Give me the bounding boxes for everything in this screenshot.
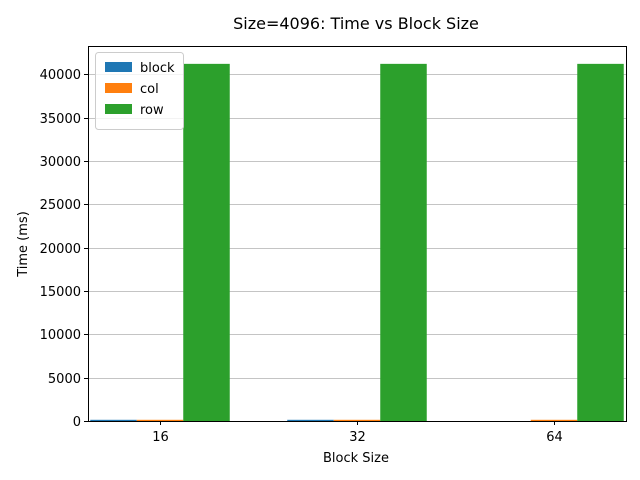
bar-block-16 [90,419,137,421]
bar-block-32 [287,419,334,421]
y-tick-label: 0 [73,415,81,430]
y-tick-label: 20000 [40,242,81,257]
legend-label-row: row [140,103,164,118]
bar-row-16 [183,63,230,421]
y-tick-label: 25000 [40,198,81,213]
legend-label-col: col [140,82,159,97]
bar-row-32 [380,63,427,421]
y-tick-label: 10000 [40,328,81,343]
y-tick-label: 15000 [40,285,81,300]
bars [90,63,624,421]
y-tick-label: 35000 [40,112,81,127]
bar-col-16 [136,419,184,421]
x-tick-label: 16 [152,430,169,445]
legend-label-block: block [140,61,175,76]
chart-title: Size=4096: Time vs Block Size [233,14,479,33]
bar-col-32 [333,419,381,421]
x-axis-label: Block Size [323,451,389,466]
ticks: 0 5000 10000 15000 20000 25000 30000 35000 40000… [40,68,563,445]
x-tick-label: 64 [546,430,563,445]
y-tick-label: 30000 [40,155,81,170]
legend-swatch-col [105,83,132,93]
legend-swatch-row [105,104,132,114]
y-axis-label: Time (ms) [16,211,31,278]
x-tick-label: 32 [349,430,366,445]
bar-row-64 [577,63,624,421]
legend: block col row [95,52,184,130]
legend-swatch-block [105,62,132,72]
bar-col-64 [530,419,578,421]
y-tick-label: 40000 [40,68,81,83]
y-tick-label: 5000 [48,372,81,387]
